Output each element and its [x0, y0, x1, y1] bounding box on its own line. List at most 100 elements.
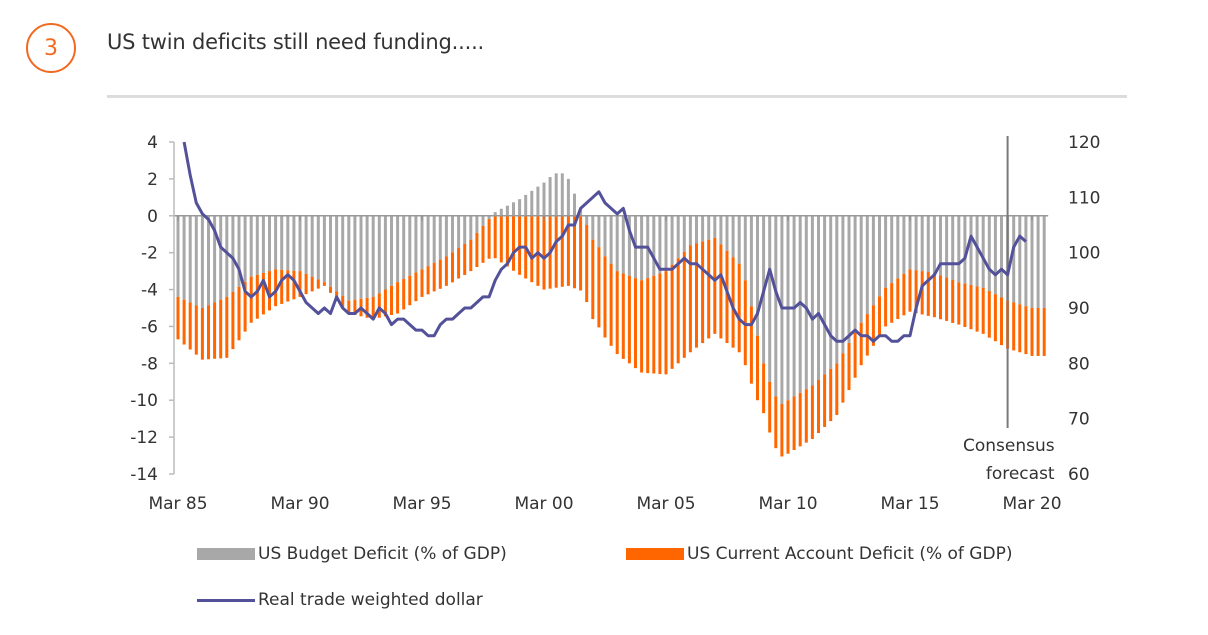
- budget-bar: [627, 215, 631, 276]
- budget-bar: [701, 215, 705, 242]
- budget-bar: [829, 215, 833, 369]
- current-account-bar: [987, 291, 991, 338]
- current-account-bar: [804, 389, 808, 443]
- x-tick-label: Mar 15: [880, 494, 939, 514]
- budget-bar: [993, 215, 997, 295]
- legend-item-dollar: Real trade weighted dollar: [197, 590, 483, 610]
- x-tick-label: Mar 05: [636, 494, 695, 514]
- current-account-bar: [701, 241, 705, 344]
- left-tick-label: -8: [141, 354, 158, 374]
- current-account-bar: [951, 279, 955, 323]
- current-account-bar: [847, 343, 851, 391]
- budget-bar: [420, 215, 424, 270]
- current-account-bar: [475, 232, 479, 268]
- current-account-bar: [731, 257, 735, 348]
- budget-bar: [963, 215, 967, 284]
- budget-bar: [688, 215, 692, 246]
- current-account-bar: [237, 286, 241, 341]
- current-account-bar: [383, 289, 387, 317]
- current-account-bar: [322, 282, 326, 286]
- current-account-bar: [585, 225, 589, 303]
- budget-bar: [487, 215, 491, 220]
- current-account-bar: [261, 272, 265, 315]
- budget-bar: [200, 215, 204, 308]
- budget-bar: [1018, 215, 1022, 305]
- budget-bar: [932, 215, 936, 273]
- budget-bar: [713, 215, 717, 238]
- current-account-bar: [329, 286, 332, 293]
- current-account-bar: [432, 262, 436, 292]
- x-tick-label: Mar 20: [1002, 494, 1061, 514]
- current-account-bar: [798, 392, 802, 447]
- x-tick-label: Mar 90: [270, 494, 329, 514]
- current-account-bar: [932, 272, 936, 318]
- current-account-bar: [774, 396, 778, 449]
- current-account-bar: [939, 275, 942, 320]
- legend-label-dollar: Real trade weighted dollar: [258, 590, 483, 610]
- budget-bar: [554, 173, 558, 216]
- budget-bar: [219, 215, 223, 300]
- current-account-bar: [219, 299, 223, 359]
- right-tick-label: 110: [1068, 188, 1100, 208]
- budget-bar: [536, 186, 540, 216]
- current-account-bar: [792, 396, 796, 451]
- current-account-bar: [365, 297, 369, 318]
- current-account-bar: [908, 269, 912, 312]
- budget-bar: [353, 215, 357, 300]
- x-tick-label: Mar 85: [148, 494, 207, 514]
- current-account-bar: [762, 363, 766, 414]
- budget-bar: [981, 215, 985, 288]
- budget-bar: [865, 215, 869, 315]
- current-account-bar: [737, 263, 741, 353]
- right-tick-label: 100: [1068, 244, 1100, 264]
- current-account-bar: [902, 273, 906, 316]
- current-account-bar: [719, 244, 723, 339]
- budget-bar: [1042, 215, 1046, 308]
- budget-bar: [274, 215, 278, 270]
- budget-bar: [182, 215, 186, 300]
- budget-bar: [737, 215, 741, 264]
- budget-bar: [810, 215, 814, 386]
- budget-bar: [817, 215, 820, 380]
- budget-bar: [451, 215, 454, 253]
- left-tick-label: -6: [141, 317, 158, 337]
- x-tick-label: Mar 95: [392, 494, 451, 514]
- budget-bar: [609, 215, 613, 264]
- legend-swatch-budget: [197, 548, 255, 560]
- current-account-bar: [756, 335, 759, 401]
- x-tick-label: Mar 00: [514, 494, 573, 514]
- current-account-bar: [249, 276, 253, 323]
- budget-bar: [975, 215, 979, 287]
- right-axis: 120 110 100 90 80 70 60: [1068, 133, 1100, 485]
- current-account-bar: [1000, 297, 1003, 346]
- budget-bar: [383, 215, 387, 290]
- budget-bar: [871, 215, 875, 306]
- right-tick-label: 90: [1068, 299, 1090, 319]
- current-account-bar: [1018, 304, 1022, 353]
- budget-bar: [371, 215, 375, 297]
- budget-bar: [835, 215, 839, 364]
- current-account-bar: [579, 215, 583, 291]
- budget-bar: [926, 215, 930, 273]
- budget-bar: [615, 215, 619, 272]
- current-account-bar: [749, 306, 753, 384]
- budget-bar: [969, 215, 973, 285]
- current-account-bar: [316, 279, 320, 289]
- current-account-bar: [243, 281, 247, 332]
- budget-bar: [768, 215, 772, 382]
- current-account-bar: [390, 285, 393, 316]
- current-account-bar: [188, 302, 192, 350]
- budget-bar: [310, 215, 314, 277]
- budget-bar: [481, 215, 485, 226]
- current-account-bar: [627, 275, 631, 364]
- current-account-bar: [780, 403, 784, 457]
- budget-bar: [957, 215, 961, 283]
- annotation-consensus: Consensus: [963, 436, 1055, 456]
- current-account-bar: [341, 296, 345, 307]
- current-account-bar: [969, 284, 973, 330]
- current-account-bar: [426, 266, 430, 295]
- current-account-bar: [664, 271, 668, 375]
- current-account-bar: [536, 215, 540, 286]
- title-divider: [107, 95, 1127, 98]
